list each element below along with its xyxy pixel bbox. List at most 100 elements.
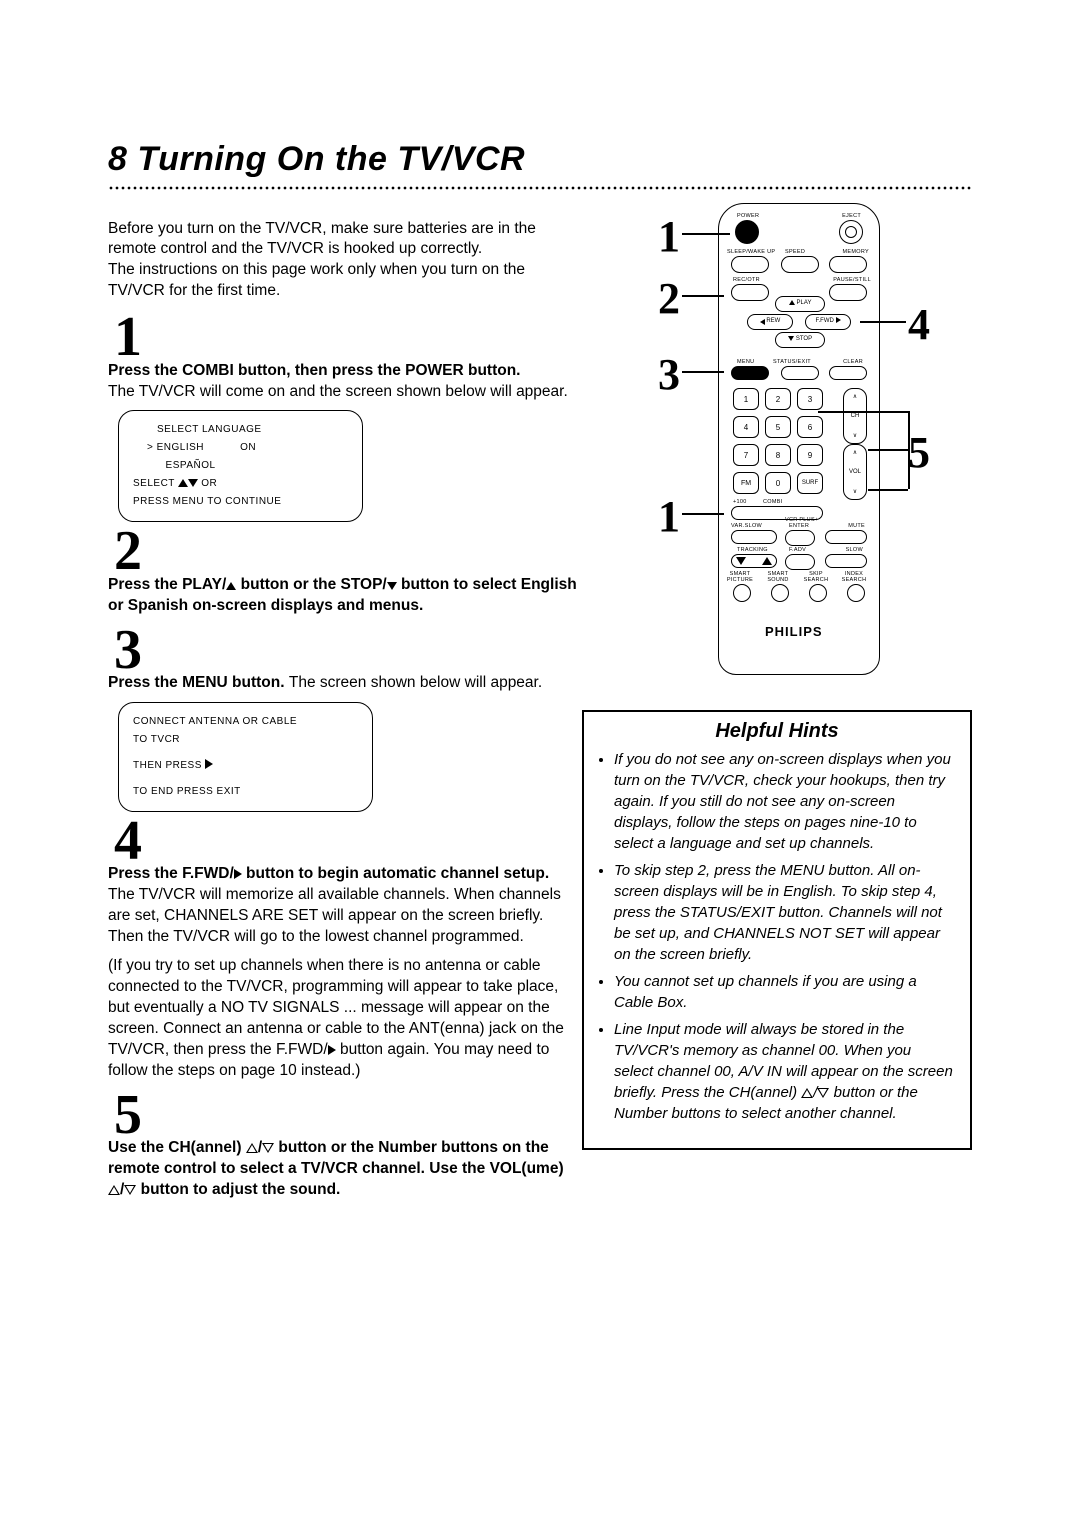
step-4-number: 4: [114, 816, 578, 866]
varslow-button[interactable]: [731, 530, 777, 544]
brand-logo: PHILIPS: [765, 624, 823, 639]
screen-1: SELECT LANGUAGE > ENGLISH ON ESPAÑOL SEL…: [118, 410, 363, 522]
hint-2: To skip step 2, press the MENU button. A…: [614, 860, 954, 965]
num-3[interactable]: 3: [797, 388, 823, 410]
callout-line-2: [682, 295, 724, 297]
tracking-button[interactable]: [731, 554, 777, 568]
dotted-rule: [108, 183, 972, 193]
play-button[interactable]: PLAY: [775, 296, 825, 312]
label-tracking: TRACKING: [737, 548, 768, 554]
hint-3: You cannot set up channels if you are us…: [614, 971, 954, 1013]
screen1-l1: SELECT LANGUAGE: [133, 421, 348, 439]
status-exit-button[interactable]: [781, 366, 819, 380]
rew-button[interactable]: REW: [747, 314, 793, 330]
step-1-number: 1: [114, 312, 578, 362]
label-index: INDEX SEARCH: [839, 572, 869, 583]
callout-line-3: [682, 371, 724, 373]
stop-button[interactable]: STOP: [775, 332, 825, 348]
step-1-rest: The TV/VCR will come on and the screen s…: [108, 383, 568, 400]
mute-button[interactable]: [825, 530, 867, 544]
num-6[interactable]: 6: [797, 416, 823, 438]
screen2-l2: TO TVCR: [133, 731, 358, 749]
label-slow: SLOW: [846, 548, 863, 554]
label-menu: MENU: [737, 360, 754, 366]
label-eject: EJECT: [842, 214, 861, 220]
menu-button[interactable]: [731, 366, 769, 380]
smart-picture-button[interactable]: [733, 584, 751, 602]
step-3: 3 Press the MENU button. The screen show…: [108, 625, 578, 812]
num-5[interactable]: 5: [765, 416, 791, 438]
vol-button[interactable]: ∧VOL∨: [843, 444, 867, 500]
step-3-bold: Press the MENU button.: [108, 674, 289, 691]
index-search-button[interactable]: [847, 584, 865, 602]
screen1-l2: > ENGLISH ON: [133, 439, 348, 457]
label-smartsnd: SMART SOUND: [763, 572, 793, 583]
num-1[interactable]: 1: [733, 388, 759, 410]
helpful-hints: Helpful Hints If you do not see any on-s…: [582, 710, 972, 1150]
label-speed: SPEED: [785, 250, 805, 256]
screen1-l4: SELECT OR: [133, 475, 348, 493]
step-4-p2: (If you try to set up channels when ther…: [108, 956, 578, 1082]
sleep-button[interactable]: [731, 256, 769, 273]
remote-diagram: POWER EJECT SLEEP/WAKE UP SPEED MEMORY R…: [608, 203, 968, 703]
num-9[interactable]: 9: [797, 444, 823, 466]
screen2-l3: THEN PRESS: [133, 757, 358, 775]
ffwd-button[interactable]: F.FWD: [805, 314, 851, 330]
slow-button[interactable]: [825, 554, 867, 568]
callout-line-1a: [682, 233, 730, 235]
num-4[interactable]: 4: [733, 416, 759, 438]
callout-line-5c: [868, 489, 908, 491]
screen2-l4: TO END PRESS EXIT: [133, 783, 358, 801]
clear-button[interactable]: [829, 366, 867, 380]
fm-button[interactable]: FM: [733, 472, 759, 494]
label-varslow: VAR.SLOW: [731, 524, 762, 530]
label-enter: ENTER: [789, 524, 809, 530]
label-statusexit: STATUS/EXIT: [773, 360, 811, 366]
label-clear: CLEAR: [843, 360, 863, 366]
callout-line-1b: [682, 513, 724, 515]
num-2[interactable]: 2: [765, 388, 791, 410]
callout-2: 2: [658, 273, 680, 324]
label-power: POWER: [737, 214, 759, 220]
intro-text: Before you turn on the TV/VCR, make sure…: [108, 219, 578, 303]
hints-heading: Helpful Hints: [600, 720, 954, 743]
step-2-bold: Press the PLAY/ button or the STOP/ butt…: [108, 576, 577, 614]
skip-search-button[interactable]: [809, 584, 827, 602]
step-4-p1: The TV/VCR will memorize all available c…: [108, 886, 561, 945]
smart-sound-button[interactable]: [771, 584, 789, 602]
label-mute: MUTE: [848, 524, 865, 530]
page-number: 8: [108, 140, 127, 178]
step-3-number: 3: [114, 625, 578, 675]
callout-1a: 1: [658, 211, 680, 262]
callout-line-5a: [868, 449, 908, 451]
enter-button[interactable]: [785, 530, 815, 546]
step-2-number: 2: [114, 526, 578, 576]
callout-1b: 1: [658, 491, 680, 542]
callout-line-4: [860, 321, 906, 323]
callout-line-5b: [818, 411, 908, 413]
label-sleep: SLEEP/WAKE UP: [727, 250, 775, 256]
eject-button[interactable]: [839, 220, 863, 244]
num-0[interactable]: 0: [765, 472, 791, 494]
num-8[interactable]: 8: [765, 444, 791, 466]
callout-3: 3: [658, 349, 680, 400]
hint-1: If you do not see any on-screen displays…: [614, 749, 954, 854]
ch-button[interactable]: ∧CH∨: [843, 388, 867, 444]
num-7[interactable]: 7: [733, 444, 759, 466]
callout-line-5v: [908, 411, 910, 489]
label-smartpic: SMART PICTURE: [725, 572, 755, 583]
memory-button[interactable]: [829, 256, 867, 273]
screen2-l1: CONNECT ANTENNA OR CABLE: [133, 713, 358, 731]
speed-button[interactable]: [781, 256, 819, 273]
surf-button[interactable]: SURF: [797, 472, 823, 494]
step-5: 5 Use the CH(annel) / button or the Numb…: [108, 1090, 578, 1201]
callout-5: 5: [908, 427, 930, 478]
step-2: 2 Press the PLAY/ button or the STOP/ bu…: [108, 526, 578, 616]
power-button[interactable]: [735, 220, 759, 244]
label-plus100: +100: [733, 500, 747, 506]
label-combi: COMBI: [763, 500, 783, 506]
screen1-l5: PRESS MENU TO CONTINUE: [133, 493, 348, 511]
label-fadv: F.ADV: [789, 548, 806, 554]
callout-4: 4: [908, 299, 930, 350]
fadv-button[interactable]: [785, 554, 815, 570]
